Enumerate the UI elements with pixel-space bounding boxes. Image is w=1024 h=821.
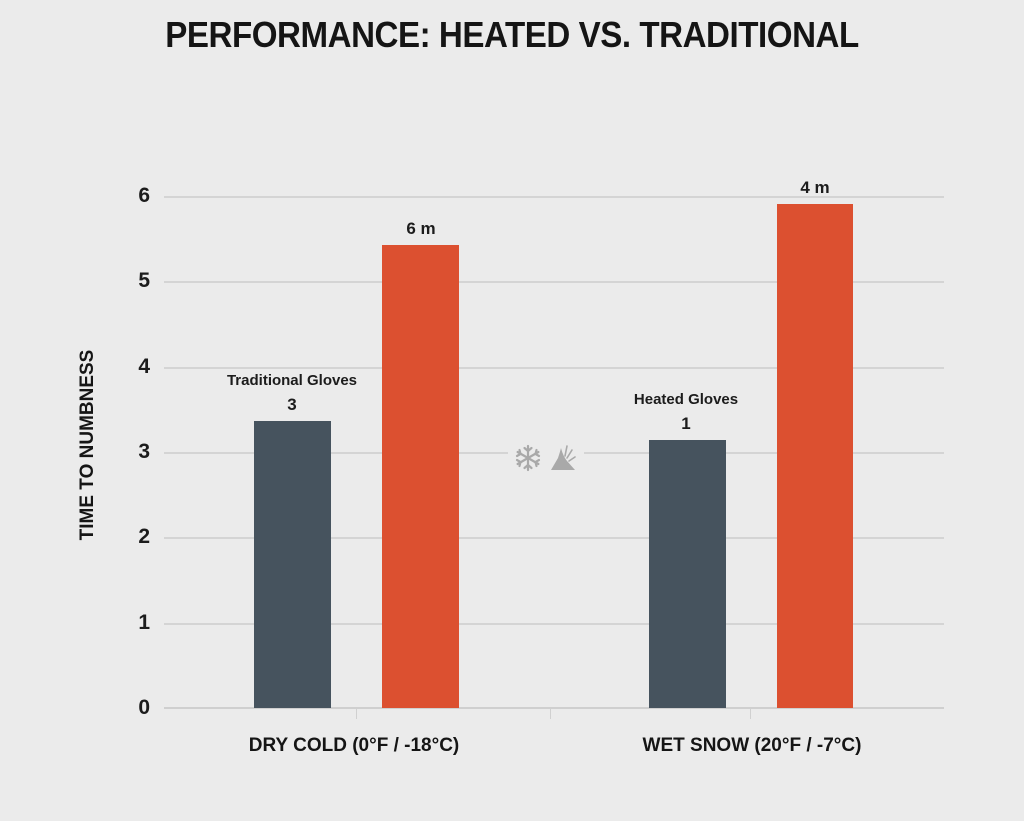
value-label: 4 m <box>800 178 830 197</box>
x-tick-mark <box>550 709 551 719</box>
x-category-dry-cold: DRY COLD (0°F / -18°C) <box>248 735 460 756</box>
bar-traditional-dry-cold <box>254 421 331 708</box>
y-tick-2: 2 <box>138 525 150 548</box>
weather-icons <box>508 440 584 476</box>
gridline-1 <box>164 623 944 625</box>
y-tick-6: 6 <box>138 184 150 207</box>
gridline-0-baseline <box>164 707 944 709</box>
bar-heated-wet-snow <box>777 204 853 708</box>
gridline-2 <box>164 537 944 539</box>
snowflake-icon <box>514 444 542 472</box>
value-label: 6 m <box>406 219 436 238</box>
x-tick-mark <box>356 709 357 719</box>
chart-title: PERFORMANCE: HEATED VS. TRADITIONAL <box>165 14 859 55</box>
y-tick-0: 0 <box>138 696 150 719</box>
x-category-wet-snow: WET SNOW (20°F / -7°C) <box>642 735 862 756</box>
series-label-heated: Heated Gloves <box>633 391 739 408</box>
gridline-4 <box>164 367 944 369</box>
gridline-6 <box>164 196 944 198</box>
wind-snow-icon <box>548 444 578 472</box>
value-label: 3 <box>287 395 297 414</box>
y-tick-4: 4 <box>138 355 150 378</box>
series-label-traditional: Traditional Gloves <box>226 372 358 389</box>
y-tick-5: 5 <box>138 269 150 292</box>
gridline-5 <box>164 281 944 283</box>
bar-heated-dry-cold <box>382 245 459 708</box>
bar-traditional-wet-snow <box>649 440 726 708</box>
value-label: 1 <box>681 414 691 433</box>
y-tick-3: 3 <box>138 440 150 463</box>
x-tick-mark <box>750 709 751 719</box>
y-tick-1: 1 <box>138 611 150 634</box>
y-axis-label: TIME TO NUMBNESS <box>77 349 98 541</box>
